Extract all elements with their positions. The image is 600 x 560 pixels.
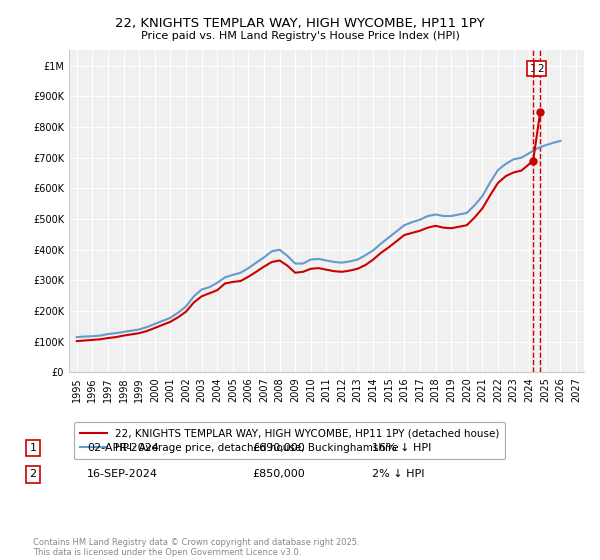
- Text: 22, KNIGHTS TEMPLAR WAY, HIGH WYCOMBE, HP11 1PY: 22, KNIGHTS TEMPLAR WAY, HIGH WYCOMBE, H…: [115, 17, 485, 30]
- Text: Price paid vs. HM Land Registry's House Price Index (HPI): Price paid vs. HM Land Registry's House …: [140, 31, 460, 41]
- Text: Contains HM Land Registry data © Crown copyright and database right 2025.
This d: Contains HM Land Registry data © Crown c…: [33, 538, 359, 557]
- Text: 2: 2: [29, 469, 37, 479]
- Text: 02-APR-2024: 02-APR-2024: [87, 443, 159, 453]
- Text: £850,000: £850,000: [252, 469, 305, 479]
- Text: 16% ↓ HPI: 16% ↓ HPI: [372, 443, 431, 453]
- Text: 1: 1: [530, 64, 536, 74]
- Text: 16-SEP-2024: 16-SEP-2024: [87, 469, 158, 479]
- Legend: 22, KNIGHTS TEMPLAR WAY, HIGH WYCOMBE, HP11 1PY (detached house), HPI: Average p: 22, KNIGHTS TEMPLAR WAY, HIGH WYCOMBE, H…: [74, 422, 505, 459]
- Text: 2% ↓ HPI: 2% ↓ HPI: [372, 469, 425, 479]
- Text: 1: 1: [29, 443, 37, 453]
- Text: 2: 2: [537, 64, 544, 74]
- Text: £690,000: £690,000: [252, 443, 305, 453]
